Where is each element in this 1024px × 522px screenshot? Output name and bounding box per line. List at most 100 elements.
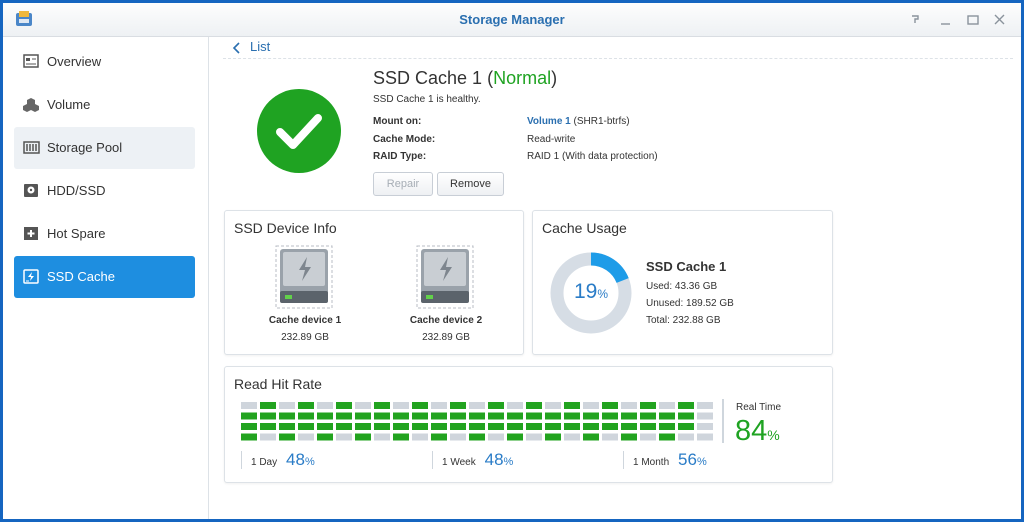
hit-cell xyxy=(545,402,561,409)
hit-cell xyxy=(355,412,371,420)
hit-cell xyxy=(697,423,713,430)
hit-cell xyxy=(678,423,694,430)
hit-cell xyxy=(602,412,618,420)
percent-value: 19 xyxy=(573,280,598,303)
hit-cell xyxy=(507,402,523,409)
device: Cache device 1 232.89 GB xyxy=(255,241,355,351)
hit-cell xyxy=(241,433,257,441)
device-name: Cache device 1 xyxy=(268,315,342,326)
sidebar-item[interactable]: SSD Cache xyxy=(14,256,195,298)
paren: ) xyxy=(551,68,558,88)
real-time-label: Real Time xyxy=(736,402,782,413)
hit-cell xyxy=(412,402,428,409)
period-label: 1 Day xyxy=(251,457,278,468)
percent-unit: % xyxy=(597,287,609,301)
hit-cell xyxy=(260,433,276,441)
hit-cell xyxy=(298,433,314,441)
period-tick xyxy=(241,451,242,469)
sidebar-label: Storage Pool xyxy=(47,140,123,155)
hit-cell xyxy=(450,423,466,430)
hit-cell xyxy=(336,402,352,409)
hit-cell xyxy=(355,433,371,441)
hit-cell xyxy=(298,402,314,409)
usage-donut xyxy=(550,252,632,334)
period-tick xyxy=(432,451,433,469)
hit-cell xyxy=(279,402,295,409)
hit-cell xyxy=(678,433,694,441)
hit-cell xyxy=(260,402,276,409)
hit-cell xyxy=(279,423,295,430)
hit-cell xyxy=(621,402,637,409)
hit-cell xyxy=(393,402,409,409)
hit-cell xyxy=(469,433,485,441)
hit-cell xyxy=(640,423,656,430)
back-arrow[interactable] xyxy=(232,41,242,55)
field-value: Volume 1 (SHR1-btrfs) xyxy=(527,116,630,127)
cache-usage-panel: Cache Usage 19% SSD Cache 1 Used: 43.36 … xyxy=(532,210,833,355)
field-value: RAID 1 (With data protection) xyxy=(527,151,658,162)
hit-cell xyxy=(412,423,428,430)
hit-cell xyxy=(507,423,523,430)
field-label: Mount on: xyxy=(373,116,422,127)
hit-cell xyxy=(374,423,390,430)
hit-cell xyxy=(241,412,257,420)
hit-cell xyxy=(317,433,333,441)
hit-cell xyxy=(583,433,599,441)
device: Cache device 2 232.89 GB xyxy=(396,241,496,351)
hit-cell xyxy=(241,423,257,430)
hit-cell xyxy=(469,423,485,430)
repair-button[interactable]: Repair xyxy=(373,172,433,196)
donut-arc xyxy=(550,252,632,334)
sidebar-item[interactable]: HDD/SSD xyxy=(14,170,195,212)
sidebar-item[interactable]: Volume xyxy=(14,84,195,126)
cache-title: SSD Cache 1 (Normal) xyxy=(373,68,557,89)
hit-cell xyxy=(450,433,466,441)
hit-cell xyxy=(336,423,352,430)
cache-message: SSD Cache 1 is healthy. xyxy=(373,94,481,105)
sidebar-item[interactable]: Hot Spare xyxy=(14,213,195,255)
window-controls[interactable] xyxy=(908,12,1013,28)
hit-cell xyxy=(431,412,447,420)
hit-cell xyxy=(488,402,504,409)
hit-cell xyxy=(374,412,390,420)
device-size: 232.89 GB xyxy=(281,332,329,343)
sidebar-icon xyxy=(23,54,39,68)
panel-title: Cache Usage xyxy=(542,220,627,236)
sidebar-item[interactable]: Overview xyxy=(14,41,195,83)
hit-cell xyxy=(545,412,561,420)
period: 1 Day 48% xyxy=(251,450,315,470)
remove-button[interactable]: Remove xyxy=(437,172,504,196)
hit-cell xyxy=(317,423,333,430)
separator xyxy=(722,399,724,443)
hit-cell xyxy=(640,402,656,409)
hit-grid xyxy=(241,402,713,441)
hit-cell xyxy=(507,433,523,441)
hit-cell xyxy=(260,423,276,430)
hit-cell xyxy=(640,412,656,420)
hit-cell xyxy=(241,402,257,409)
window: Storage Manager Overview Volume Storage Po… xyxy=(3,3,1021,519)
sidebar-label: Volume xyxy=(47,97,91,112)
device-info-panel: SSD Device Info Cache device 1 232.89 GB C… xyxy=(224,210,524,355)
sidebar-icon xyxy=(23,141,40,154)
hit-cell xyxy=(640,433,656,441)
cache-name: SSD Cache 1 xyxy=(373,68,483,88)
hit-cell xyxy=(621,423,637,430)
hit-cell xyxy=(412,412,428,420)
hit-cell xyxy=(355,402,371,409)
hit-cell xyxy=(431,402,447,409)
hit-cell xyxy=(583,412,599,420)
back-link[interactable]: List xyxy=(250,39,271,54)
real-time-value: 84 xyxy=(735,415,768,447)
hit-cell xyxy=(545,423,561,430)
drive-icon xyxy=(275,245,333,309)
period-value: 56 xyxy=(678,450,697,469)
hit-cell xyxy=(678,402,694,409)
hit-cell xyxy=(431,423,447,430)
sidebar-item[interactable]: Storage Pool xyxy=(14,127,195,169)
field-text[interactable]: Volume 1 xyxy=(527,116,571,127)
panel-title: Read Hit Rate xyxy=(234,376,322,392)
hit-cell xyxy=(260,412,276,420)
sidebar-icon xyxy=(23,269,39,284)
